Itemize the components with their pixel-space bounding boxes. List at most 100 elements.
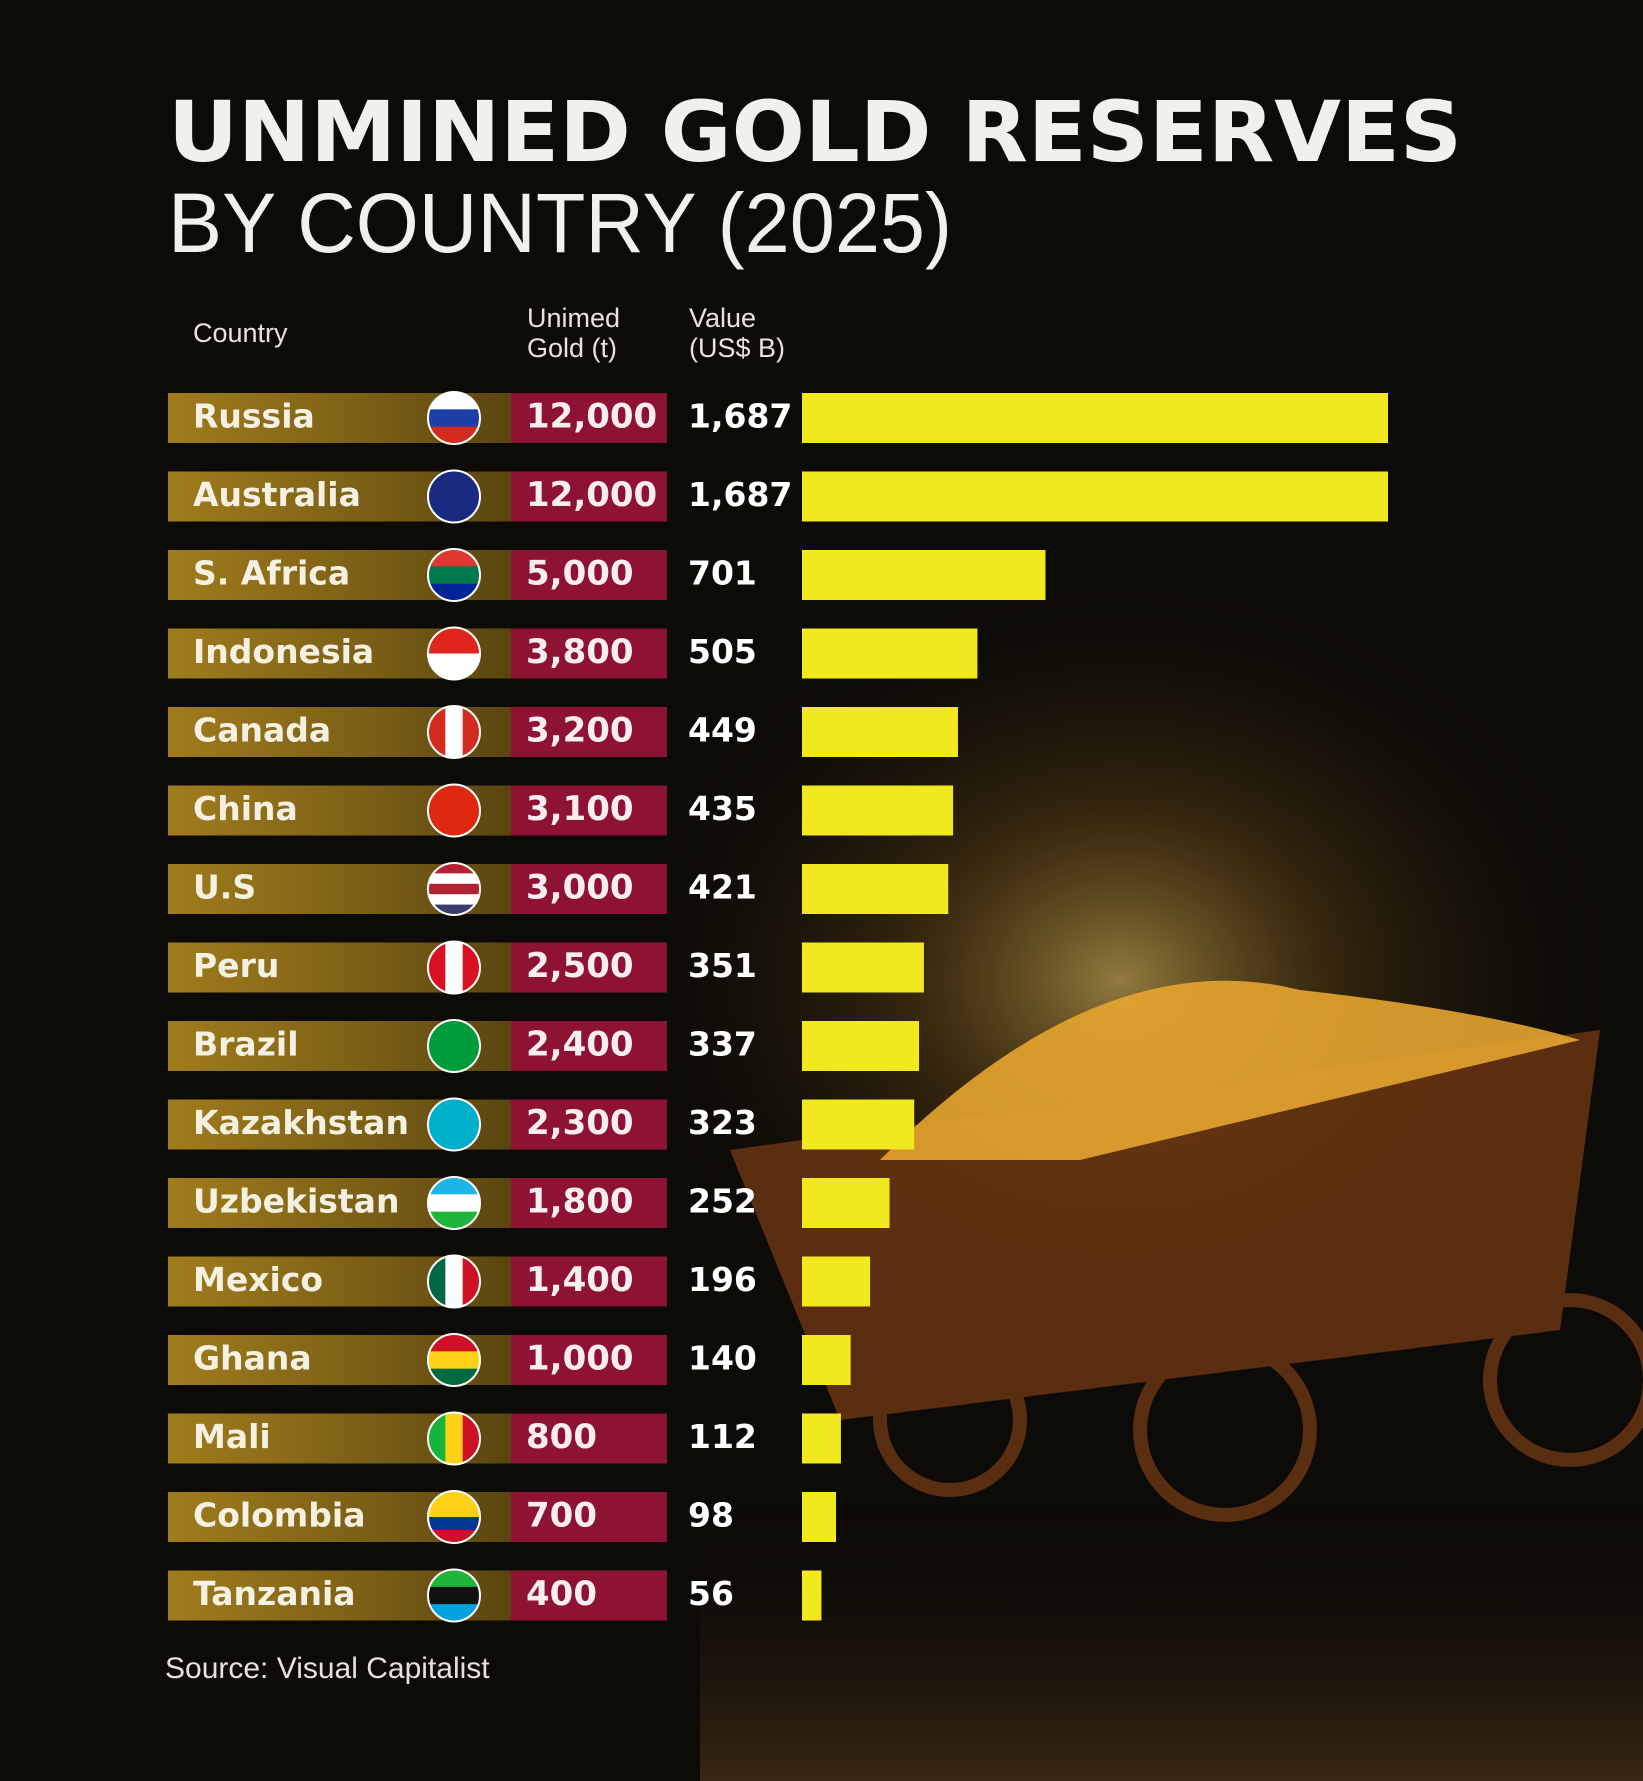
column-header: Gold (t) <box>527 333 617 363</box>
flag-rim <box>427 1490 481 1544</box>
tonnes-label: 3,200 <box>526 711 634 751</box>
cart-wheel <box>1133 1338 1317 1522</box>
flag-stripe <box>428 566 480 585</box>
flag-rim <box>427 940 481 995</box>
flag-stripe <box>428 409 480 428</box>
flag-icon <box>427 783 481 838</box>
flag-stripe <box>428 784 480 837</box>
tonnes-band <box>511 1178 667 1228</box>
tonnes-label: 2,500 <box>526 946 634 986</box>
flag-icon <box>427 548 481 602</box>
flag-stripe <box>428 1351 480 1370</box>
country-label: China <box>193 789 298 828</box>
flag-icon <box>427 1411 481 1466</box>
tonnes-label: 3,800 <box>526 632 634 672</box>
flag-stripe <box>428 873 480 885</box>
flag-stripe <box>428 1098 480 1151</box>
tonnes-band <box>511 393 667 443</box>
tonnes-label: 3,100 <box>526 789 634 829</box>
flag-rim <box>427 862 481 916</box>
country-label: S. Africa <box>193 554 350 593</box>
chart-title: UNMINED GOLD RESERVES <box>168 83 1462 181</box>
bar <box>802 1178 890 1228</box>
flag-stripe <box>428 1504 480 1518</box>
flag-stripe <box>428 883 480 895</box>
tonnes-band <box>511 1335 667 1385</box>
flag-stripe <box>428 470 480 523</box>
country-label: Mali <box>193 1417 271 1456</box>
tonnes-label: 12,000 <box>526 397 657 437</box>
column-header: Country <box>193 318 288 348</box>
country-label: Mexico <box>193 1260 323 1299</box>
flag-stripes <box>428 863 480 915</box>
country-label: Brazil <box>193 1025 299 1064</box>
tonnes-label: 3,000 <box>526 868 634 908</box>
column-header: Unimed <box>527 303 620 333</box>
flag-rim <box>427 705 481 759</box>
country-label: Australia <box>193 475 361 514</box>
tonnes-label: 700 <box>526 1496 597 1536</box>
value-label: 701 <box>688 554 757 593</box>
flag-stripe <box>428 1194 480 1213</box>
flag-rim <box>427 1333 481 1387</box>
bar <box>802 550 1046 600</box>
tonnes-band <box>511 550 667 600</box>
bar <box>802 1099 915 1150</box>
flag-stripe <box>445 706 464 758</box>
bar <box>802 1492 837 1542</box>
country-label: Peru <box>193 946 279 985</box>
flag-icon <box>427 1176 481 1230</box>
flag-stripe <box>428 863 480 874</box>
flag-stripe <box>445 941 464 994</box>
cart-decoration <box>730 980 1643 1522</box>
column-header: (US$ B) <box>689 333 785 363</box>
tonnes-band <box>511 785 667 836</box>
bar <box>802 707 958 757</box>
country-label: Colombia <box>193 1496 365 1535</box>
tonnes-label: 800 <box>526 1417 597 1457</box>
ground-decoration <box>700 1480 1643 1781</box>
country-label: Tanzania <box>193 1574 356 1613</box>
tonnes-label: 1,400 <box>526 1260 634 1300</box>
flag-stripe <box>428 904 480 915</box>
chart-subtitle: BY COUNTRY (2025) <box>168 176 952 270</box>
flag-rim <box>427 1254 481 1309</box>
tonnes-band <box>511 864 667 914</box>
flag-stripe <box>445 1255 464 1308</box>
flag-icon <box>427 469 481 524</box>
tonnes-label: 1,000 <box>526 1339 634 1379</box>
bar <box>802 942 924 993</box>
value-label: 421 <box>688 868 757 907</box>
bar <box>802 1413 841 1464</box>
tonnes-band <box>511 1413 667 1464</box>
value-label: 351 <box>688 946 757 985</box>
flag-stripe <box>428 894 480 906</box>
tonnes-band <box>511 471 667 522</box>
flag-icon <box>427 1568 481 1623</box>
flag-icon <box>427 391 481 445</box>
cart-wheel <box>873 1343 1027 1497</box>
value-label: 323 <box>688 1103 757 1142</box>
tonnes-band <box>511 1570 667 1621</box>
value-label: 56 <box>688 1574 734 1613</box>
flag-icon <box>427 862 481 916</box>
bar <box>802 785 954 836</box>
cart-wheel <box>1483 1293 1643 1467</box>
bar <box>802 1570 822 1621</box>
value-label: 337 <box>688 1025 757 1064</box>
country-label: Uzbekistan <box>193 1182 399 1221</box>
flag-stripe <box>428 1020 480 1072</box>
flag-rim <box>427 469 481 524</box>
country-label: Kazakhstan <box>193 1103 409 1142</box>
country-label: U.S <box>193 868 256 907</box>
flag-rim <box>427 1019 481 1073</box>
flag-rim <box>427 783 481 838</box>
flag-rim <box>427 1097 481 1152</box>
bar <box>802 864 949 914</box>
tonnes-band <box>511 628 667 679</box>
country-label: Russia <box>193 397 315 436</box>
value-label: 112 <box>688 1417 757 1456</box>
bar <box>802 1256 871 1307</box>
flag-stripe <box>428 1517 480 1531</box>
